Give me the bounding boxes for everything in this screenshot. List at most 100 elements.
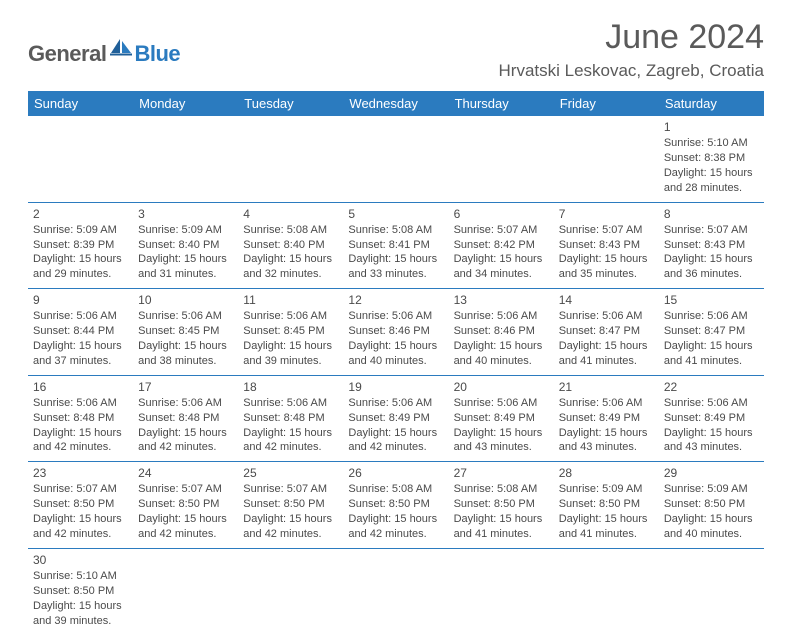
calendar-week: 9Sunrise: 5:06 AMSunset: 8:44 PMDaylight… [28, 289, 764, 376]
calendar-week: 23Sunrise: 5:07 AMSunset: 8:50 PMDayligh… [28, 462, 764, 549]
day-info-line: Daylight: 15 hours [664, 339, 759, 354]
dayname-thu: Thursday [449, 91, 554, 116]
day-info-line: Sunrise: 5:06 AM [348, 309, 443, 324]
day-info-line: and 28 minutes. [664, 181, 759, 196]
day-number: 2 [33, 206, 128, 222]
day-info-line: and 40 minutes. [454, 354, 549, 369]
day-info-line: Sunset: 8:45 PM [243, 324, 338, 339]
day-number: 10 [138, 292, 233, 308]
day-info: Sunrise: 5:09 AMSunset: 8:40 PMDaylight:… [138, 223, 233, 282]
day-number: 3 [138, 206, 233, 222]
day-info-line: Sunrise: 5:07 AM [664, 223, 759, 238]
day-info-line: Sunrise: 5:09 AM [559, 482, 654, 497]
day-number: 25 [243, 465, 338, 481]
calendar-cell: 13Sunrise: 5:06 AMSunset: 8:46 PMDayligh… [449, 289, 554, 376]
day-info-line: Daylight: 15 hours [664, 512, 759, 527]
day-info-line: and 42 minutes. [348, 440, 443, 455]
calendar-cell [28, 116, 133, 202]
logo-text-general: General [28, 41, 106, 67]
day-info-line: and 38 minutes. [138, 354, 233, 369]
calendar-cell: 14Sunrise: 5:06 AMSunset: 8:47 PMDayligh… [554, 289, 659, 376]
day-info-line: Sunrise: 5:10 AM [664, 136, 759, 151]
day-number: 13 [454, 292, 549, 308]
day-info-line: and 43 minutes. [454, 440, 549, 455]
day-info-line: Sunset: 8:40 PM [138, 238, 233, 253]
day-info-line: Daylight: 15 hours [138, 252, 233, 267]
day-info: Sunrise: 5:07 AMSunset: 8:50 PMDaylight:… [138, 482, 233, 541]
day-info-line: Sunrise: 5:09 AM [138, 223, 233, 238]
day-number: 29 [664, 465, 759, 481]
day-info: Sunrise: 5:06 AMSunset: 8:45 PMDaylight:… [243, 309, 338, 368]
day-info-line: Sunset: 8:50 PM [348, 497, 443, 512]
day-number: 21 [559, 379, 654, 395]
day-info-line: Sunrise: 5:07 AM [454, 223, 549, 238]
day-info-line: Sunset: 8:49 PM [559, 411, 654, 426]
calendar-cell: 30Sunrise: 5:10 AMSunset: 8:50 PMDayligh… [28, 548, 133, 634]
day-info: Sunrise: 5:07 AMSunset: 8:42 PMDaylight:… [454, 223, 549, 282]
dayname-sat: Saturday [659, 91, 764, 116]
day-info-line: and 43 minutes. [664, 440, 759, 455]
calendar-cell: 5Sunrise: 5:08 AMSunset: 8:41 PMDaylight… [343, 202, 448, 289]
day-info-line: Sunset: 8:50 PM [33, 584, 128, 599]
calendar-body: 1Sunrise: 5:10 AMSunset: 8:38 PMDaylight… [28, 116, 764, 634]
calendar-cell: 16Sunrise: 5:06 AMSunset: 8:48 PMDayligh… [28, 375, 133, 462]
day-info-line: Sunset: 8:46 PM [348, 324, 443, 339]
calendar-cell: 25Sunrise: 5:07 AMSunset: 8:50 PMDayligh… [238, 462, 343, 549]
day-info: Sunrise: 5:06 AMSunset: 8:46 PMDaylight:… [348, 309, 443, 368]
calendar-cell: 6Sunrise: 5:07 AMSunset: 8:42 PMDaylight… [449, 202, 554, 289]
day-number: 14 [559, 292, 654, 308]
dayname-mon: Monday [133, 91, 238, 116]
day-info-line: and 41 minutes. [454, 527, 549, 542]
day-info-line: Daylight: 15 hours [454, 339, 549, 354]
calendar-cell: 27Sunrise: 5:08 AMSunset: 8:50 PMDayligh… [449, 462, 554, 549]
day-info-line: and 29 minutes. [33, 267, 128, 282]
month-title: June 2024 [499, 18, 765, 57]
day-info-line: Sunset: 8:48 PM [243, 411, 338, 426]
day-info-line: Sunrise: 5:07 AM [138, 482, 233, 497]
day-info: Sunrise: 5:09 AMSunset: 8:39 PMDaylight:… [33, 223, 128, 282]
calendar-cell: 19Sunrise: 5:06 AMSunset: 8:49 PMDayligh… [343, 375, 448, 462]
calendar-cell: 21Sunrise: 5:06 AMSunset: 8:49 PMDayligh… [554, 375, 659, 462]
calendar-cell: 9Sunrise: 5:06 AMSunset: 8:44 PMDaylight… [28, 289, 133, 376]
day-number: 11 [243, 292, 338, 308]
day-info-line: and 42 minutes. [243, 527, 338, 542]
header: General Blue June 2024 Hrvatski Leskovac… [28, 18, 764, 81]
day-info: Sunrise: 5:07 AMSunset: 8:43 PMDaylight:… [559, 223, 654, 282]
day-info-line: Daylight: 15 hours [664, 252, 759, 267]
calendar-cell [133, 116, 238, 202]
day-info-line: Sunrise: 5:07 AM [559, 223, 654, 238]
day-info-line: Sunrise: 5:09 AM [33, 223, 128, 238]
day-info: Sunrise: 5:07 AMSunset: 8:43 PMDaylight:… [664, 223, 759, 282]
day-info-line: Daylight: 15 hours [243, 252, 338, 267]
day-info: Sunrise: 5:08 AMSunset: 8:40 PMDaylight:… [243, 223, 338, 282]
calendar-head: Sunday Monday Tuesday Wednesday Thursday… [28, 91, 764, 116]
calendar-cell: 23Sunrise: 5:07 AMSunset: 8:50 PMDayligh… [28, 462, 133, 549]
day-info-line: Sunrise: 5:06 AM [664, 309, 759, 324]
day-info-line: and 36 minutes. [664, 267, 759, 282]
day-info: Sunrise: 5:06 AMSunset: 8:48 PMDaylight:… [243, 396, 338, 455]
day-info: Sunrise: 5:06 AMSunset: 8:49 PMDaylight:… [348, 396, 443, 455]
location: Hrvatski Leskovac, Zagreb, Croatia [499, 61, 765, 81]
day-number: 23 [33, 465, 128, 481]
day-info: Sunrise: 5:08 AMSunset: 8:50 PMDaylight:… [454, 482, 549, 541]
day-info: Sunrise: 5:09 AMSunset: 8:50 PMDaylight:… [559, 482, 654, 541]
calendar-cell: 17Sunrise: 5:06 AMSunset: 8:48 PMDayligh… [133, 375, 238, 462]
day-info-line: Sunset: 8:49 PM [348, 411, 443, 426]
dayname-tue: Tuesday [238, 91, 343, 116]
day-info-line: Sunrise: 5:08 AM [243, 223, 338, 238]
day-info-line: Sunrise: 5:06 AM [243, 396, 338, 411]
calendar-cell [343, 548, 448, 634]
day-number: 17 [138, 379, 233, 395]
calendar-cell: 1Sunrise: 5:10 AMSunset: 8:38 PMDaylight… [659, 116, 764, 202]
day-info: Sunrise: 5:07 AMSunset: 8:50 PMDaylight:… [243, 482, 338, 541]
day-info-line: and 39 minutes. [33, 614, 128, 629]
day-info-line: and 33 minutes. [348, 267, 443, 282]
day-info: Sunrise: 5:06 AMSunset: 8:44 PMDaylight:… [33, 309, 128, 368]
day-info-line: Daylight: 15 hours [559, 426, 654, 441]
day-info-line: Daylight: 15 hours [348, 512, 443, 527]
day-info-line: Sunset: 8:49 PM [664, 411, 759, 426]
day-info-line: Sunset: 8:48 PM [138, 411, 233, 426]
day-info-line: Daylight: 15 hours [454, 426, 549, 441]
day-info-line: Sunrise: 5:06 AM [138, 309, 233, 324]
day-info: Sunrise: 5:06 AMSunset: 8:48 PMDaylight:… [33, 396, 128, 455]
